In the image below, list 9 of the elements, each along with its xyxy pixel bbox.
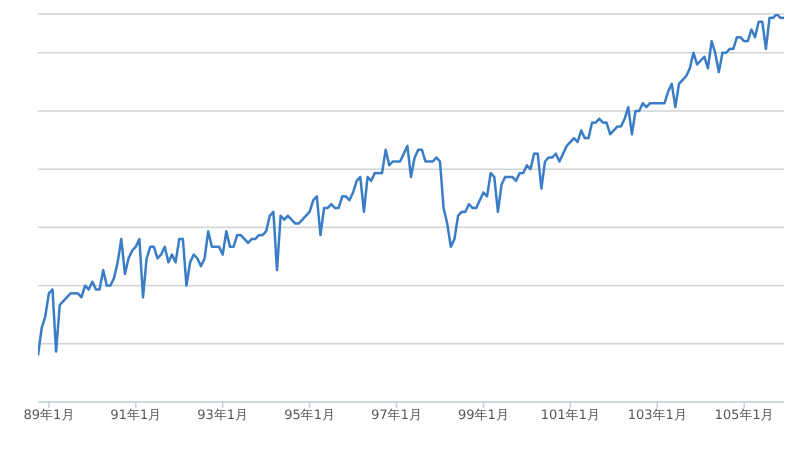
x-tick-label: 89年1月 — [23, 408, 74, 424]
x-tick-label: 103年1月 — [628, 408, 687, 424]
x-tick-label: 105年1月 — [714, 408, 774, 424]
x-tick-label: 95年1月 — [284, 408, 336, 424]
x-tick-label: 97年1月 — [371, 408, 422, 424]
x-tick-label: 93年1月 — [197, 408, 248, 424]
x-tick-label: 101年1月 — [540, 408, 600, 424]
x-tick-label: 99年1月 — [458, 408, 509, 424]
x-tick-label: 91年1月 — [110, 408, 162, 424]
